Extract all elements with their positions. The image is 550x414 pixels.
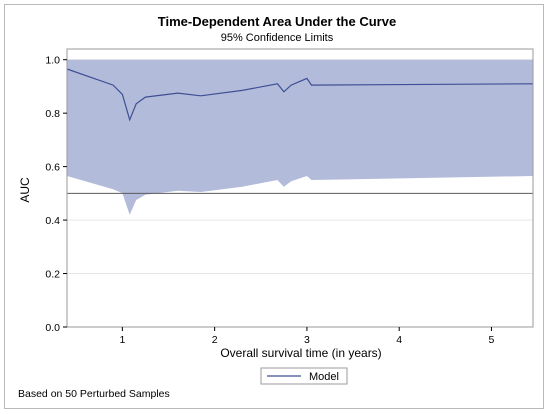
legend: Model (260, 367, 348, 385)
plot-area-frame (66, 48, 534, 328)
x-tick-label: 4 (396, 334, 402, 346)
y-tick-label: 0.8 (45, 108, 60, 120)
chart-title: Time-Dependent Area Under the Curve (158, 14, 396, 29)
legend-box (260, 367, 348, 385)
footnote: Based on 50 Perturbed Samples (18, 388, 170, 400)
x-tick-label: 5 (489, 334, 495, 346)
y-tick-label: 0.2 (45, 269, 60, 281)
y-tick-label: 0.4 (45, 215, 60, 227)
x-axis-label: Overall survival time (in years) (220, 346, 381, 360)
series-line-model (66, 68, 534, 122)
y-tick-label: 1.0 (45, 55, 60, 67)
x-tick-label: 3 (304, 334, 310, 346)
legend-label: Model (309, 371, 339, 383)
x-tick-label: 1 (119, 334, 125, 346)
chart-frame: Time-Dependent Area Under the Curve 95% … (4, 4, 544, 409)
confidence-band (67, 59, 533, 215)
x-tick-label: 2 (212, 334, 218, 346)
y-tick-label: 0.6 (45, 162, 60, 174)
chart-subtitle: 95% Confidence Limits (221, 32, 334, 44)
y-tick-label: 0.0 (45, 322, 60, 334)
y-axis-label: AUC (18, 177, 32, 203)
chart-svg: Time-Dependent Area Under the Curve 95% … (18, 14, 534, 400)
